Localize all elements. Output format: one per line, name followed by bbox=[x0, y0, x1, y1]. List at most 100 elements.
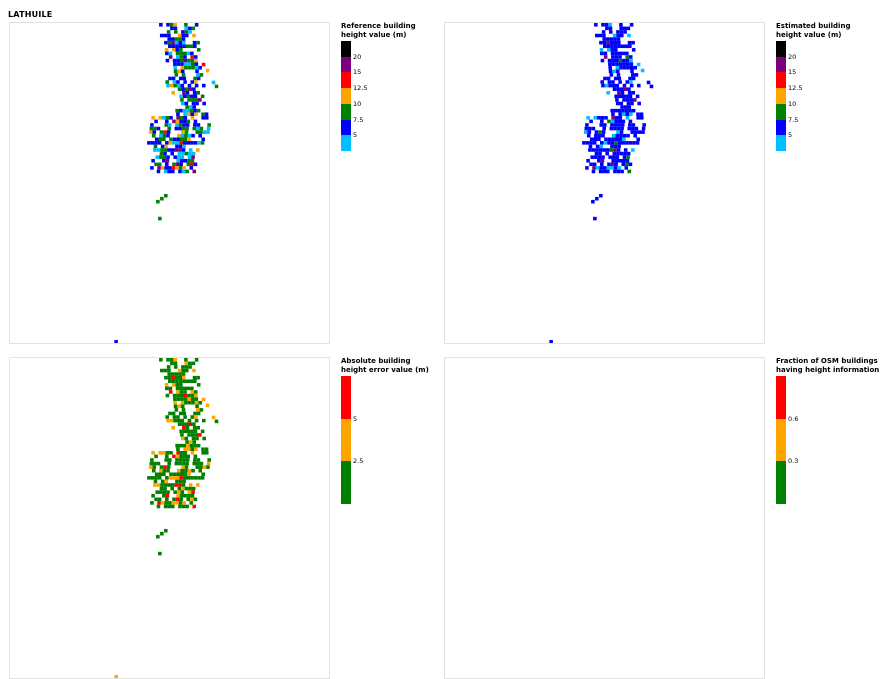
building-cell bbox=[185, 440, 189, 444]
building-cell bbox=[178, 411, 183, 416]
building-cell bbox=[188, 151, 192, 156]
building-cell bbox=[188, 148, 193, 152]
building-cell bbox=[613, 148, 617, 152]
building-cell bbox=[182, 411, 187, 416]
building-cell bbox=[615, 133, 620, 138]
building-cell bbox=[183, 137, 188, 142]
building-cell bbox=[192, 33, 196, 38]
building-cell bbox=[619, 133, 623, 138]
building-cell bbox=[626, 151, 631, 156]
building-cell bbox=[194, 65, 199, 70]
building-cell bbox=[611, 133, 616, 138]
building-cell bbox=[182, 123, 186, 127]
building-cell bbox=[182, 141, 187, 145]
building-cell bbox=[179, 55, 184, 59]
building-cell bbox=[198, 65, 202, 70]
building-cell bbox=[611, 83, 616, 88]
building-cell bbox=[182, 479, 186, 484]
building-cell bbox=[583, 130, 588, 134]
building-cell bbox=[636, 116, 640, 120]
building-cell bbox=[197, 476, 201, 480]
building-cell bbox=[185, 169, 189, 174]
building-cell bbox=[198, 98, 202, 102]
building-cell bbox=[174, 148, 179, 152]
building-cell bbox=[177, 486, 182, 491]
building-cell bbox=[194, 23, 199, 27]
building-cell bbox=[190, 162, 194, 167]
building-cell bbox=[200, 429, 205, 434]
building-cell bbox=[194, 415, 198, 419]
building-cell bbox=[156, 199, 160, 204]
building-cell bbox=[195, 465, 200, 469]
legend-title: Fraction of OSM buildings having height … bbox=[776, 357, 880, 374]
building-cell bbox=[179, 58, 184, 63]
building-cell bbox=[549, 340, 553, 343]
building-cell bbox=[175, 458, 179, 462]
building-cell bbox=[626, 26, 631, 31]
legend-swatch bbox=[341, 72, 351, 89]
building-cell bbox=[179, 454, 183, 459]
building-cell bbox=[607, 162, 611, 167]
building-cell bbox=[607, 58, 612, 63]
legend-tick-label: 2.5 bbox=[353, 457, 364, 465]
building-cell bbox=[177, 69, 181, 74]
building-cell bbox=[176, 116, 180, 120]
building-cell bbox=[163, 504, 168, 509]
building-cell bbox=[614, 51, 618, 56]
building-cell bbox=[157, 476, 162, 480]
building-cell bbox=[147, 141, 151, 145]
building-cell bbox=[190, 476, 194, 480]
building-cell bbox=[613, 169, 617, 174]
building-cell bbox=[635, 94, 640, 99]
building-cell bbox=[602, 148, 606, 152]
building-cell bbox=[604, 137, 608, 142]
building-cell bbox=[168, 76, 172, 81]
legend-swatch bbox=[776, 119, 786, 136]
legend-tick-label: 0.3 bbox=[788, 457, 799, 465]
building-cell bbox=[588, 148, 592, 152]
building-cell bbox=[617, 108, 622, 113]
building-cell bbox=[649, 84, 654, 89]
legend-swatch bbox=[341, 376, 351, 419]
building-cell bbox=[182, 425, 186, 430]
building-cell bbox=[592, 162, 597, 167]
building-cell bbox=[608, 62, 612, 66]
building-cell bbox=[196, 123, 201, 127]
building-cell bbox=[193, 108, 197, 113]
building-cell bbox=[623, 87, 628, 91]
building-cell bbox=[181, 486, 185, 491]
building-cell bbox=[182, 94, 187, 99]
building-cell bbox=[165, 119, 169, 124]
building-cell bbox=[609, 40, 614, 45]
building-cell bbox=[620, 126, 624, 131]
building-cell bbox=[184, 101, 189, 106]
legend-swatch bbox=[776, 41, 786, 58]
building-cell bbox=[615, 69, 620, 74]
building-cell bbox=[166, 465, 171, 469]
building-cell bbox=[183, 415, 187, 419]
building-cell bbox=[163, 130, 167, 134]
building-cell bbox=[193, 44, 197, 49]
building-cell bbox=[615, 155, 620, 159]
building-cell bbox=[173, 65, 177, 70]
building-cell bbox=[184, 23, 188, 27]
legend-tick-label: 7.5 bbox=[788, 115, 799, 124]
building-cell bbox=[159, 465, 164, 469]
building-cell bbox=[621, 141, 626, 145]
building-cell bbox=[618, 58, 623, 63]
building-cell bbox=[201, 451, 205, 455]
building-cell bbox=[617, 51, 622, 56]
building-cell bbox=[193, 55, 198, 59]
building-cell bbox=[191, 133, 195, 138]
building-cell bbox=[600, 162, 604, 167]
building-cell bbox=[172, 141, 176, 145]
building-cell bbox=[185, 379, 190, 384]
building-cell bbox=[204, 451, 209, 455]
building-cell bbox=[193, 119, 198, 124]
building-cell bbox=[184, 422, 189, 426]
absolute-error-map[interactable] bbox=[9, 357, 330, 679]
building-cell bbox=[165, 415, 170, 419]
reference-height-map[interactable] bbox=[9, 22, 330, 344]
osm-fraction-map[interactable] bbox=[444, 357, 765, 679]
estimated-height-map[interactable] bbox=[444, 22, 765, 344]
